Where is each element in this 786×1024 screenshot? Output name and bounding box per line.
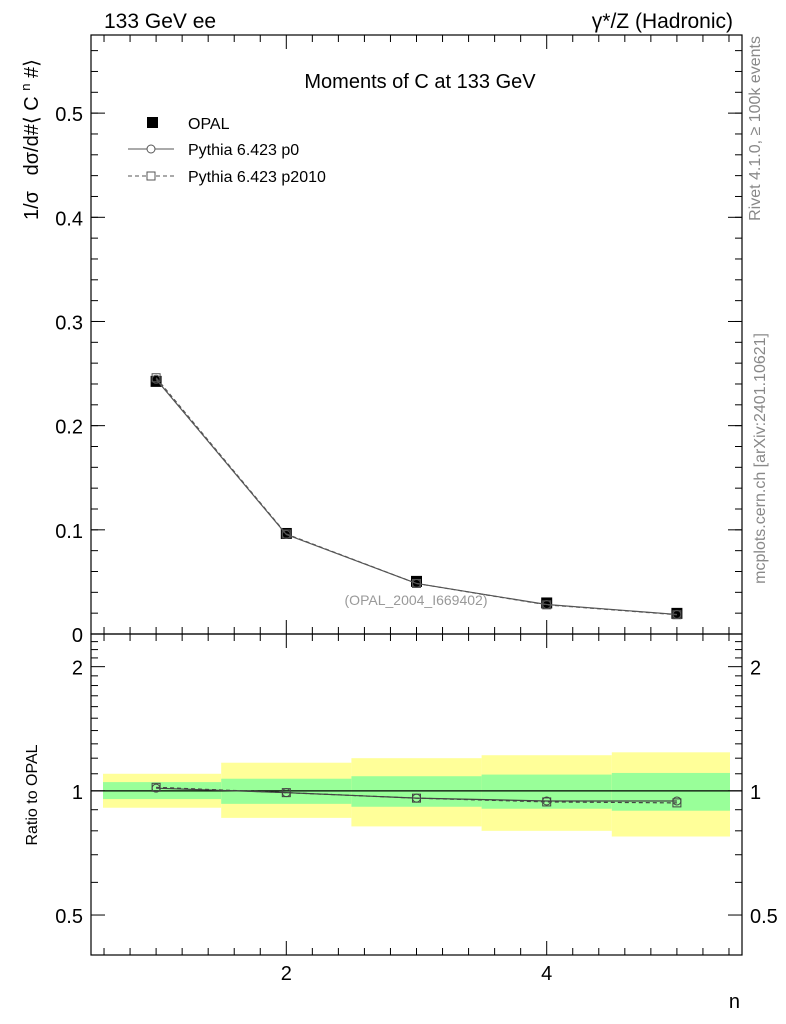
legend-label-p0: Pythia 6.423 p0 <box>188 142 299 159</box>
ratio-y-tick-label-right: 1 <box>750 782 761 804</box>
ratio-frame <box>90 633 743 956</box>
ratio-y-tick-label-right: 0.5 <box>750 906 778 928</box>
header-right: γ*/Z (Hadronic) <box>592 10 733 33</box>
mcplots-label: mcplots.cern.ch [arXiv:2401.10621] <box>752 333 769 584</box>
main-y-tick-label: 0.5 <box>55 104 83 126</box>
main-point-p2010 <box>412 578 421 588</box>
header-left: 133 GeV ee <box>104 10 216 33</box>
main-plot: 0 0.1 0.2 0.3 0.4 0.5 <box>55 35 742 647</box>
main-title: Moments of C at 133 GeV <box>304 71 536 93</box>
ratio-point-p2010 <box>412 793 421 803</box>
y-label-sup: n <box>18 84 33 91</box>
opal-data-point <box>671 607 683 619</box>
ratio-series-line-1 <box>156 786 677 804</box>
legend-marker-p2010 <box>146 171 156 181</box>
ratio-point-p2010 <box>281 788 291 798</box>
main-y-tick-label: 0.4 <box>55 208 83 230</box>
ratio-y-label: Ratio to OPAL <box>24 744 41 845</box>
ratio-inner-band <box>481 774 612 809</box>
main-series-line-2 <box>155 377 677 616</box>
main-point-p2010 <box>151 373 161 383</box>
main-y-label: 1/σ dσ/d#⟨ C n #⟩ <box>13 59 43 220</box>
opal-data-point <box>280 527 292 539</box>
main-point-p2010 <box>672 610 682 620</box>
y-label-end: #⟩ <box>21 59 43 78</box>
ratio-point-p2010 <box>542 797 552 807</box>
ratio-y-tick-label-right: 2 <box>750 658 761 680</box>
main-y-tick-label: 0.3 <box>55 312 83 334</box>
ratio-inner-band <box>611 772 730 811</box>
ratio-y-tick-label-left: 1 <box>72 782 83 804</box>
ratio-y-tick-label-left: 0.5 <box>55 906 83 928</box>
legend-marker-p0 <box>146 144 156 154</box>
legend: OPAL Pythia 6.423 p0 Pythia 6.423 p2010 <box>128 116 326 186</box>
legend-label-p2010: Pythia 6.423 p2010 <box>188 169 326 186</box>
main-point-p2010 <box>542 600 552 610</box>
y-label-main: dσ/d#⟨ C <box>21 96 43 175</box>
x-axis-label: n <box>729 991 740 1013</box>
rivet-label: Rivet 4.1.0, ≥ 100k events <box>747 36 764 221</box>
ratio-x-tick-label: 2 <box>281 963 292 985</box>
ratio-point-p2010 <box>151 782 161 792</box>
main-y-tick-label: 0.1 <box>55 521 83 543</box>
y-label-norm: 1/σ <box>21 190 43 220</box>
main-y-tick-label: 0 <box>72 625 83 647</box>
watermark: (OPAL_2004_I669402) <box>345 592 488 608</box>
ratio-y-tick-label-left: 2 <box>72 658 83 680</box>
legend-marker-opal <box>147 117 158 128</box>
opal-data-point <box>541 597 553 609</box>
ratio-x-tick-label: 4 <box>541 963 552 985</box>
ratio-plot: 0.5 0.5 1 1 2 2 2 4 <box>55 634 778 985</box>
main-y-tick-label: 0.2 <box>55 417 83 439</box>
main-point-p2010 <box>281 529 291 539</box>
legend-label-opal: OPAL <box>188 116 230 133</box>
svg-text:1/σ dσ/d#⟨ C n: 1/σ dσ/d#⟨ C n #⟩ <box>13 59 43 220</box>
opal-data-point <box>411 575 422 587</box>
ratio-point-p2010 <box>672 798 682 808</box>
